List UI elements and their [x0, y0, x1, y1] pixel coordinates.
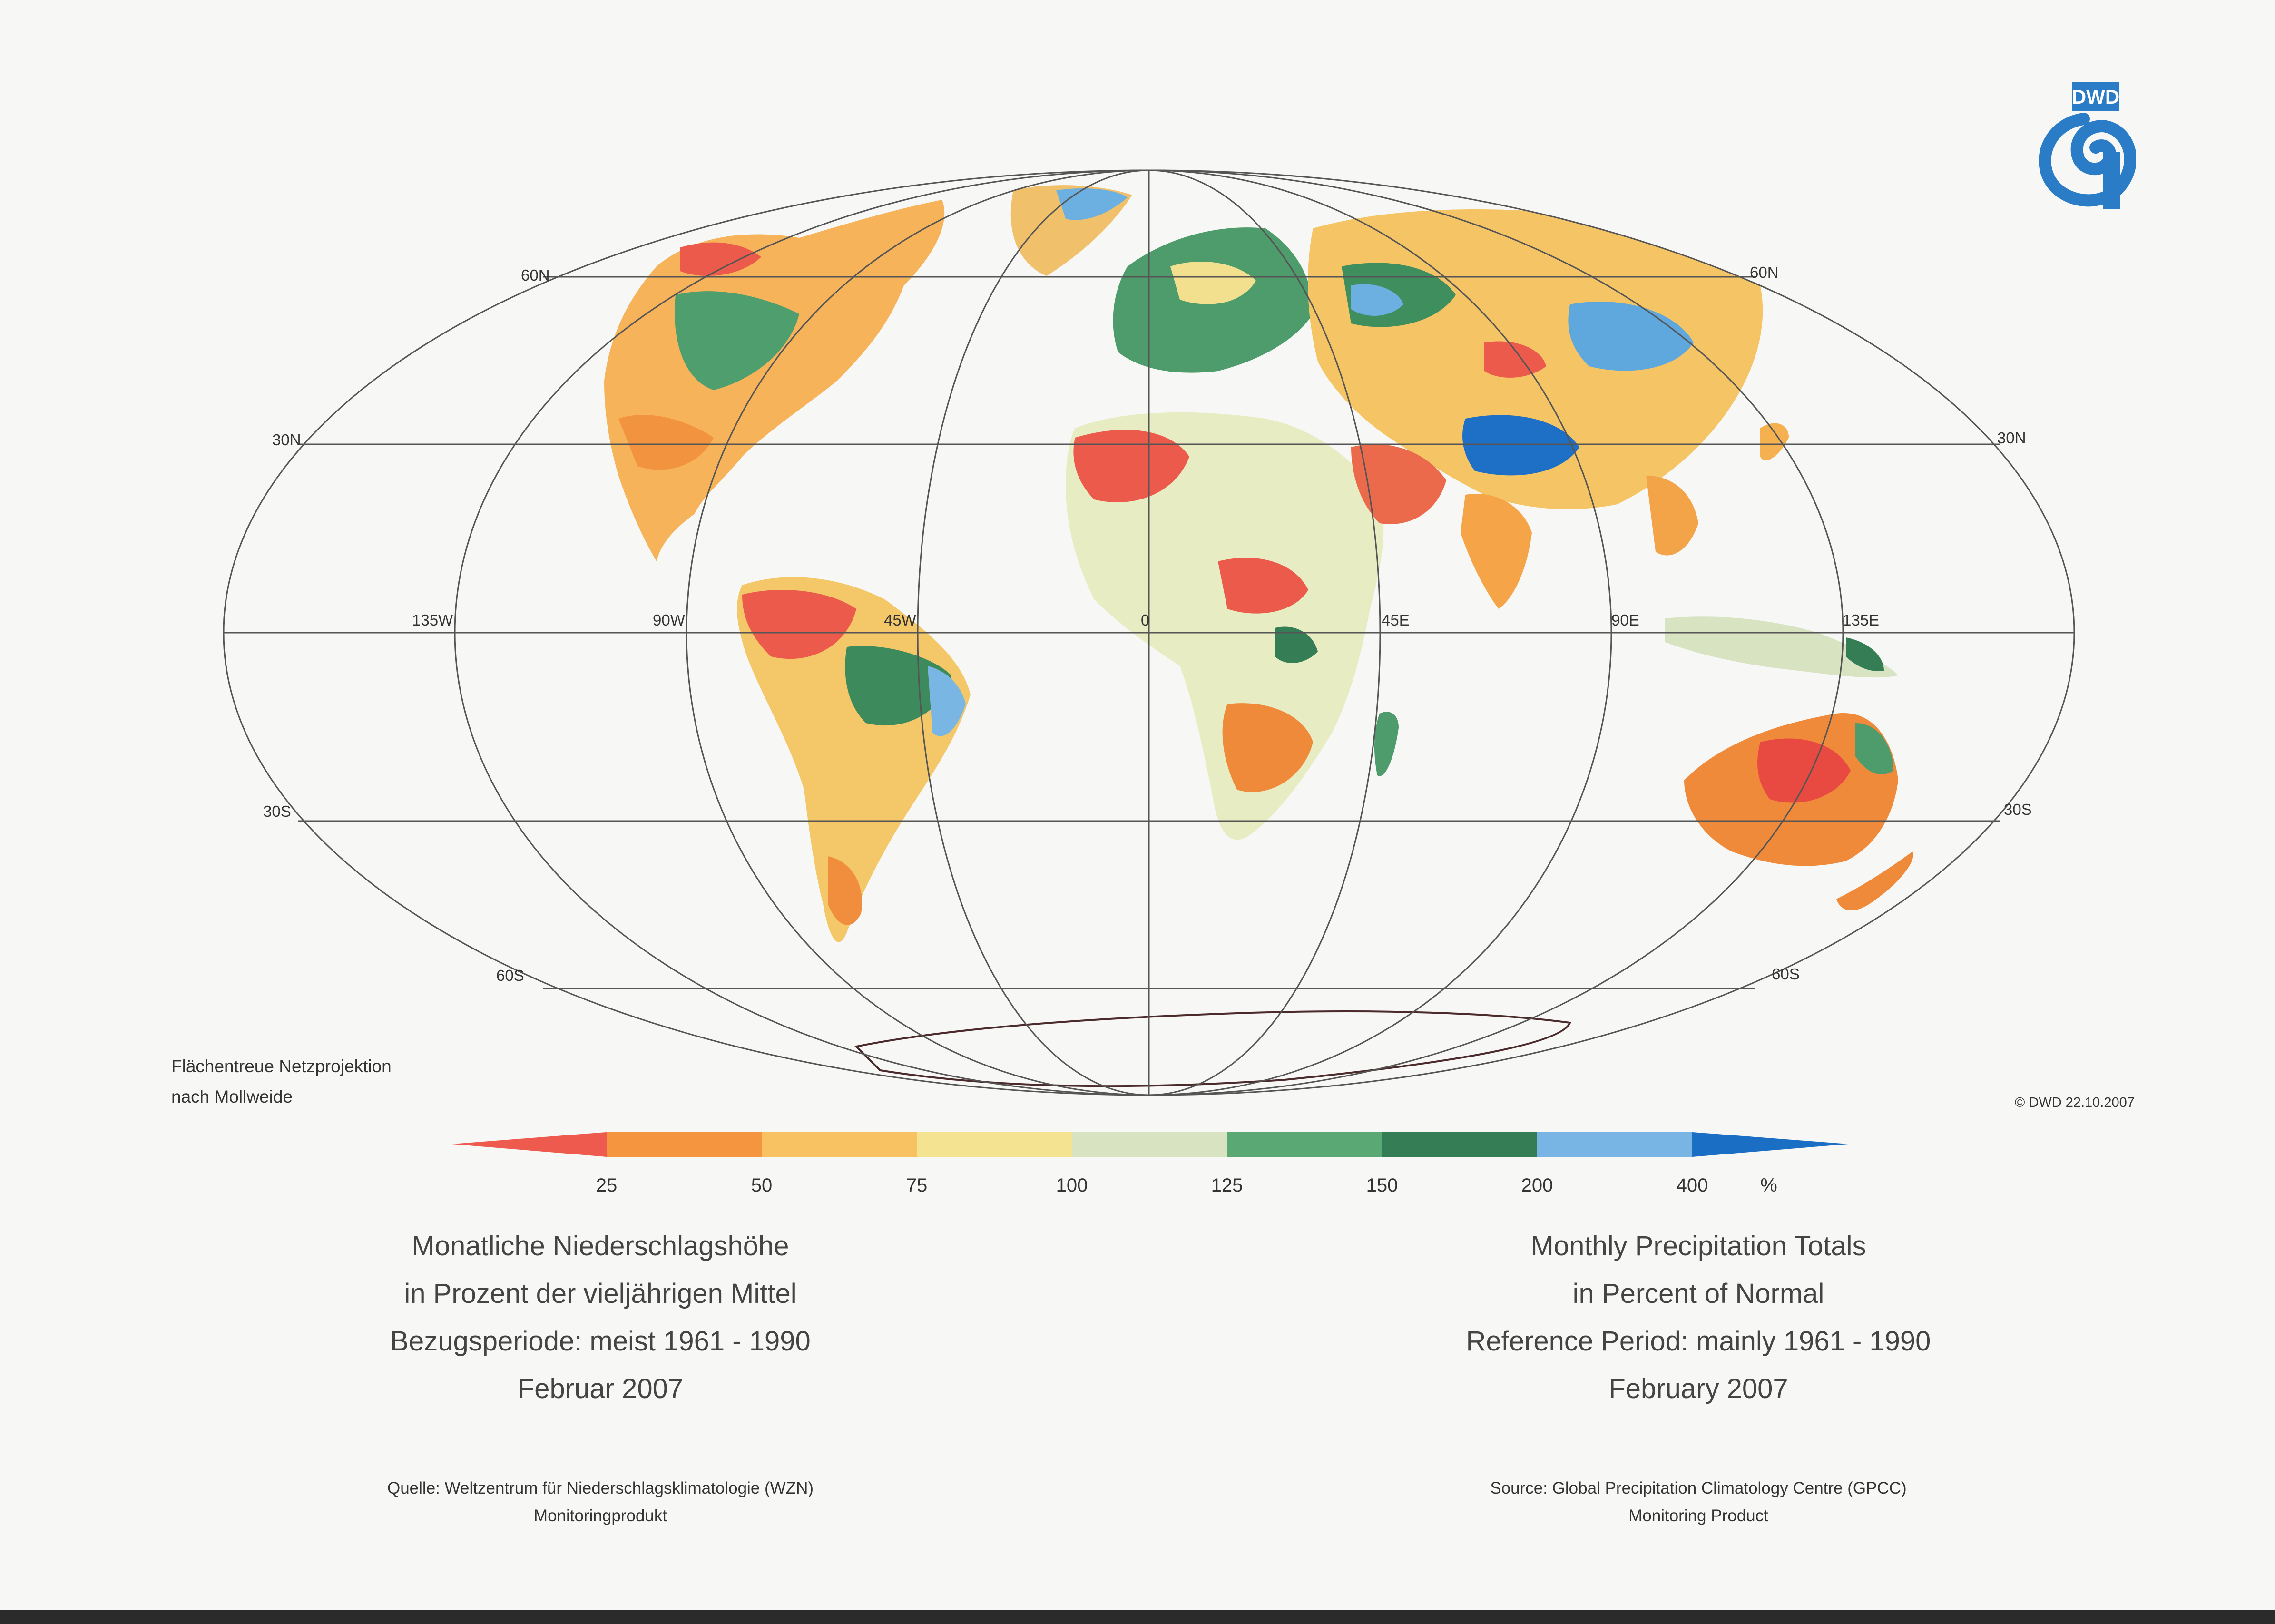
- land-masses: [604, 185, 1913, 1087]
- legend-segment-125-150: [1227, 1132, 1382, 1157]
- africa-west-dry: [1073, 430, 1189, 502]
- legend-segment-100-125: [1072, 1132, 1227, 1157]
- title-english: Monthly Precipitation Totals in Percent …: [1365, 1223, 2031, 1413]
- indonesia: [1665, 616, 1898, 678]
- legend-tick-200: 200: [1521, 1175, 1553, 1196]
- legend-segment-150-200: [1382, 1132, 1537, 1157]
- dwd-logo: DWD: [2031, 81, 2137, 214]
- africa-east-wet: [1275, 626, 1318, 663]
- na-wet-zone: [675, 291, 799, 390]
- legend-tick-125: 125: [1211, 1175, 1243, 1196]
- new-guinea-wet: [1846, 637, 1884, 671]
- dwd-logo-text: DWD: [2072, 86, 2119, 108]
- legend-tick-400: 400: [1676, 1175, 1708, 1196]
- japan: [1760, 423, 1789, 460]
- africa-south: [1222, 703, 1313, 792]
- grid-labels: 60N 30N 30S 60S 60N 30N 30S 60S 135W 90W…: [263, 264, 2032, 984]
- sa-east-wet: [928, 666, 966, 736]
- legend-segment-50-75: [762, 1132, 917, 1157]
- title-en-line-4: February 2007: [1608, 1373, 1788, 1404]
- meridian-135: [454, 169, 1844, 1096]
- lat-label-60n-right: 60N: [1750, 264, 1779, 281]
- na-southwest: [618, 415, 714, 470]
- legend-arrow-left: [452, 1132, 607, 1157]
- arabia: [1351, 444, 1446, 524]
- legend-tick-100: 100: [1056, 1175, 1088, 1196]
- asia-west-blue: [1351, 284, 1403, 316]
- legend-tick-150: 150: [1366, 1175, 1398, 1196]
- title-en-line-2: in Percent of Normal: [1572, 1278, 1824, 1309]
- lon-label-135w: 135W: [412, 611, 453, 629]
- lat-label-60s-left: 60S: [496, 967, 524, 984]
- source-de-line-2: Monitoringprodukt: [533, 1507, 667, 1525]
- lat-label-30s-right: 30S: [2004, 801, 2032, 818]
- madagascar: [1374, 712, 1399, 776]
- title-german: Monatliche Niederschlagshöhe in Prozent …: [267, 1223, 933, 1413]
- bottom-edge-bar: [0, 1610, 2275, 1624]
- europe-north: [1170, 262, 1256, 304]
- source-german: Quelle: Weltzentrum für Niederschlagskli…: [267, 1475, 933, 1530]
- sa-brazil-wet: [845, 646, 951, 726]
- lat-label-30n-right: 30N: [1997, 429, 2026, 447]
- projection-note-line-1: Flächentreue Netzprojektion: [171, 1057, 392, 1076]
- lon-label-45e: 45E: [1382, 611, 1410, 629]
- sa-north-dry: [742, 590, 856, 659]
- projection-note: Flächentreue Netzprojektion nach Mollwei…: [171, 1051, 392, 1112]
- legend-arrow-right: [1692, 1132, 1848, 1157]
- lon-label-0: 0: [1141, 611, 1149, 629]
- legend-segment-75-100: [917, 1132, 1072, 1157]
- legend-bar: [452, 1132, 1848, 1157]
- source-english: Source: Global Precipitation Climatology…: [1365, 1475, 2031, 1530]
- sa-south: [828, 856, 862, 925]
- africa-central-dry: [1218, 558, 1308, 614]
- title-en-line-3: Reference Period: mainly 1961 - 1990: [1466, 1326, 1931, 1357]
- title-de-line-4: Februar 2007: [517, 1373, 684, 1404]
- north-america: [604, 200, 945, 561]
- southeast-asia: [1646, 476, 1698, 556]
- legend-segment-200-400: [1537, 1132, 1692, 1157]
- source-en-line-1: Source: Global Precipitation Climatology…: [1490, 1479, 1907, 1497]
- asia-central-wet: [1568, 301, 1694, 371]
- title-de-line-1: Monatliche Niederschlagshöhe: [412, 1231, 789, 1262]
- title-en-line-1: Monthly Precipitation Totals: [1530, 1231, 1866, 1262]
- title-de-line-2: in Prozent der vieljährigen Mittel: [404, 1278, 797, 1309]
- new-zealand: [1836, 851, 1913, 910]
- australia-dry: [1757, 738, 1851, 803]
- legend-tick-50: 50: [751, 1175, 773, 1196]
- source-de-line-1: Quelle: Weltzentrum für Niederschlagskli…: [387, 1479, 814, 1497]
- legend-segment-25-50: [607, 1132, 762, 1157]
- greenland-wet: [1056, 188, 1128, 220]
- lon-label-90w: 90W: [653, 611, 686, 629]
- lat-label-60n-left: 60N: [521, 266, 550, 284]
- alaska-dry: [680, 242, 761, 276]
- india: [1461, 494, 1532, 609]
- projection-note-line-2: nach Mollweide: [171, 1087, 293, 1106]
- source-en-line-2: Monitoring Product: [1628, 1507, 1768, 1525]
- copyright: © DWD 22.10.2007: [2015, 1095, 2135, 1110]
- title-de-line-3: Bezugsperiode: meist 1961 - 1990: [390, 1326, 811, 1357]
- legend-tick-75: 75: [906, 1175, 928, 1196]
- lon-label-90e: 90E: [1611, 611, 1639, 629]
- lon-label-45w: 45W: [884, 611, 917, 629]
- lat-label-60s-right: 60S: [1772, 965, 1800, 983]
- lat-label-30n-left: 30N: [272, 431, 301, 449]
- graticule: [223, 169, 2075, 1096]
- asia-south-very-wet: [1462, 415, 1579, 476]
- asia-dry-spot: [1484, 341, 1546, 378]
- lon-label-135e: 135E: [1843, 611, 1879, 629]
- antarctica: [854, 1010, 1571, 1087]
- legend-unit: %: [1760, 1175, 1777, 1196]
- lat-label-30s-left: 30S: [263, 802, 291, 820]
- australia-east-wet: [1855, 723, 1893, 775]
- legend-tick-25: 25: [596, 1175, 618, 1196]
